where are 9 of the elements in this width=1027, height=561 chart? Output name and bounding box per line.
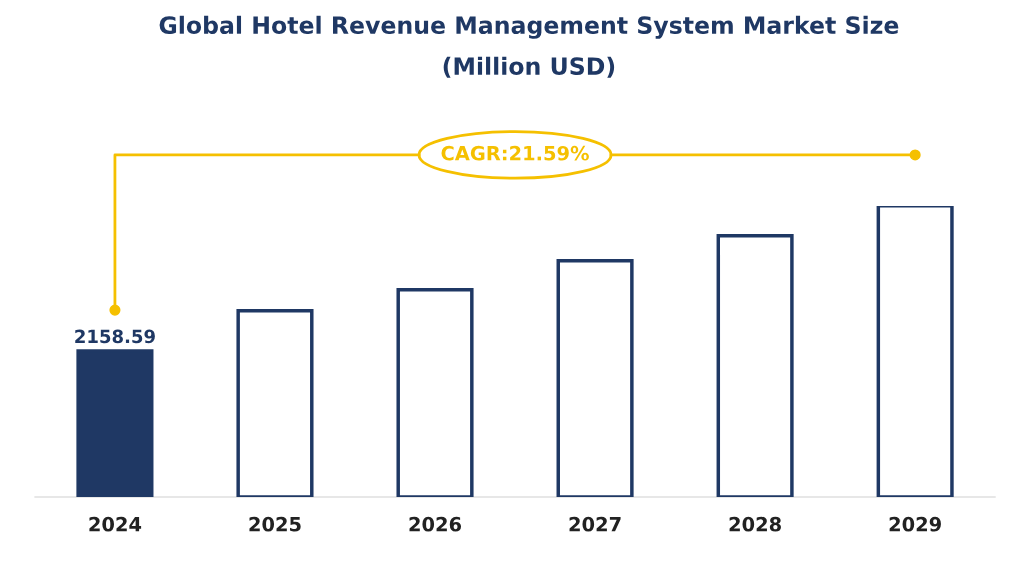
x-tick-label: 2026 <box>409 516 462 532</box>
data-label: 2158.59 <box>75 329 155 344</box>
x-tick-label: 2027 <box>569 516 621 532</box>
x-tick-label: 2024 <box>89 516 142 532</box>
text: CAGR:21.59% <box>441 145 589 161</box>
x-tick-label: 2029 <box>889 516 941 532</box>
x-tick-label: 2025 <box>249 516 301 532</box>
x-tick-label: 2028 <box>729 516 781 532</box>
chart-title: Global Hotel Revenue Management System Market Size (Million USD) <box>159 15 899 78</box>
